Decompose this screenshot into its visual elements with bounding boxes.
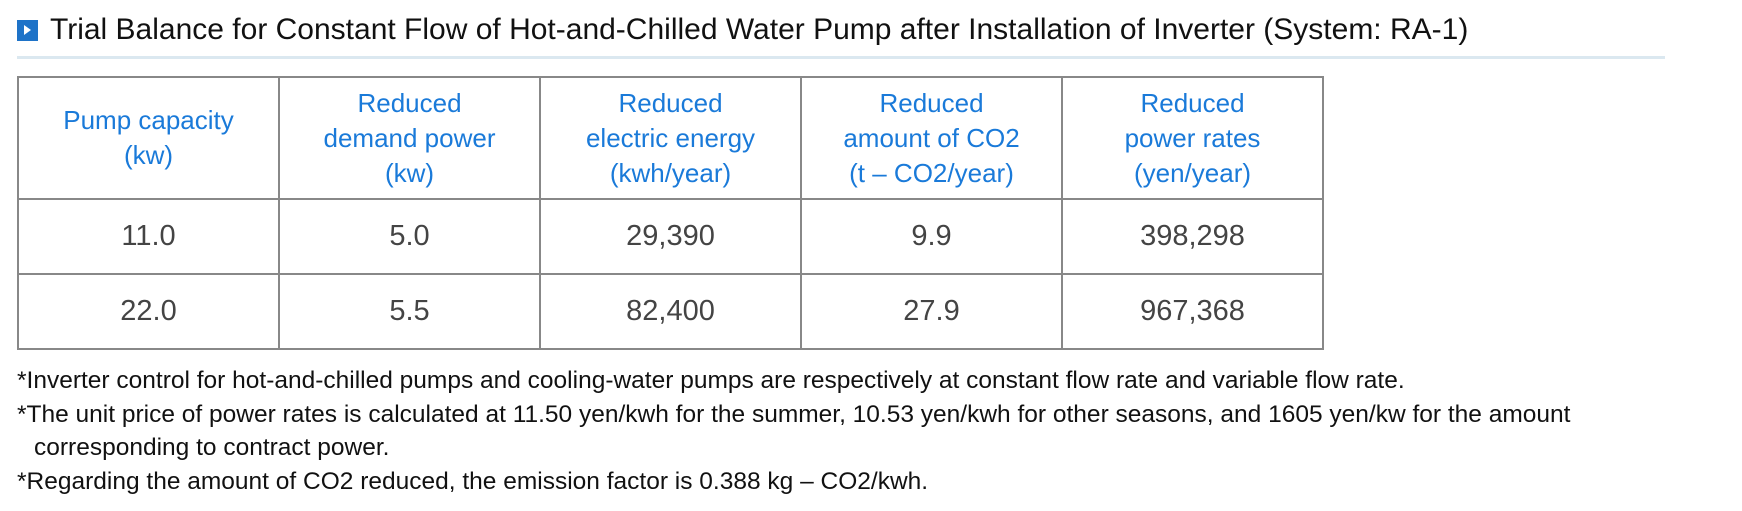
header-line: (kwh/year) [609,157,732,188]
header-row: Pump capacity (kw) Reduced demand power (kw)… [17,76,1324,200]
title: Trial Balance for Constant Flow of Hot-a… [50,13,1469,46]
table-cell: 5.5 [278,273,541,350]
table-cell: 82,400 [539,273,802,350]
title-icon [17,20,38,41]
table-row: 11.0 5.0 29,390 9.9 398,298 [17,198,1324,275]
table-cell: 22.0 [17,273,280,350]
header-line: (kw) [384,157,435,188]
notes: *Inverter control for hot-and-chilled pu… [17,364,1732,498]
table-cell: 967,368 [1061,273,1324,350]
header-line: demand power [323,122,496,153]
header-line: (kw) [123,140,174,170]
column-header: Pump capacity (kw) [17,76,280,200]
header-line: electric energy [585,122,756,153]
column-header: Reduced electric energy (kwh/year) [539,76,802,200]
column-header: Reduced demand power (kw) [278,76,541,200]
table-cell: 29,390 [539,198,802,275]
header-line: (t – CO2/year) [849,157,1014,188]
column-header: Reduced amount of CO2 (t – CO2/year) [800,76,1063,200]
table-cell: 11.0 [17,198,280,275]
note: *The unit price of power rates is calcul… [17,400,1571,462]
header-line: power rates [1124,122,1261,153]
table-cell: 9.9 [800,198,1063,275]
table-row: 22.0 5.5 82,400 27.9 967,368 [17,273,1324,350]
section-header: Trial Balance for Constant Flow of Hot-a… [17,12,1665,59]
note: *Regarding the amount of CO2 reduced, th… [17,467,929,495]
header-line: Pump capacity [63,105,234,135]
balance-table: Pump capacity (kw) Reduced demand power (kw)… [17,76,1324,350]
header-line: Reduced [1140,87,1245,118]
note: *Inverter control for hot-and-chilled pu… [17,367,1405,394]
header-line: (yen/year) [1133,157,1252,188]
table-cell: 27.9 [800,273,1063,350]
header-line: amount of CO2 [843,122,1020,153]
header-line: Reduced [357,87,462,118]
header-line: Reduced [879,87,984,118]
header-line: Reduced [618,87,723,118]
column-header: Reduced power rates (yen/year) [1061,76,1324,200]
table-cell: 5.0 [278,198,541,275]
table-cell: 398,298 [1061,198,1324,275]
